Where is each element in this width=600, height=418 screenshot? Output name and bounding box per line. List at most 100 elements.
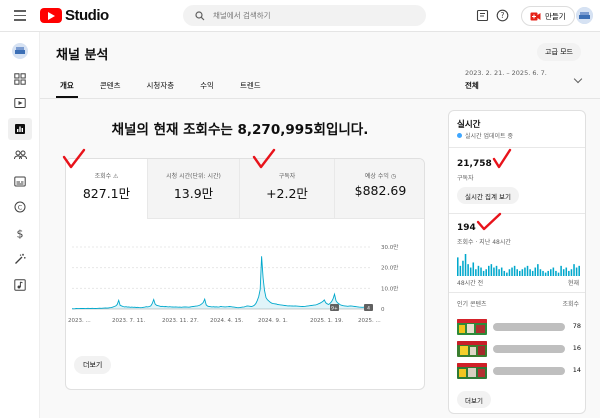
realtime-bar (547, 270, 549, 276)
tab-audience[interactable]: 시청자층 (146, 81, 175, 90)
nav-customization[interactable] (8, 248, 32, 270)
realtime-bar (578, 265, 580, 276)
tab-revenue[interactable]: 수익 (200, 81, 214, 90)
tab-divider (40, 98, 600, 99)
nav-earn[interactable]: $ (8, 222, 32, 244)
advanced-mode-button[interactable]: 고급 모드 (537, 43, 581, 61)
account-avatar[interactable] (576, 7, 593, 24)
nav-copyright[interactable]: C (8, 196, 32, 218)
dollar-icon: $ (17, 228, 24, 240)
realtime-bar (480, 267, 482, 276)
metric-subscribers-value: +2.2만 (266, 186, 308, 201)
copyright-icon: C (14, 201, 26, 213)
realtime-views-count: 194 (457, 223, 476, 233)
analytics-icon (15, 124, 25, 134)
y-tick-label: 0 (381, 307, 385, 313)
realtime-bar (516, 269, 518, 276)
search-box[interactable] (183, 5, 426, 26)
more-button[interactable]: 더보기 (74, 356, 112, 374)
nav-content[interactable] (8, 92, 32, 114)
help-icon[interactable]: ? (496, 9, 509, 22)
metric-revenue[interactable]: 예상 수익 ◷ $882.69 (335, 159, 424, 219)
series-area (72, 256, 371, 309)
community-icon (13, 150, 27, 160)
logo-text: Studio (65, 7, 109, 24)
realtime-bar (508, 269, 511, 276)
page-title: 채널 분석 (56, 48, 109, 63)
channel-avatar[interactable] (8, 40, 32, 62)
realtime-bar (464, 254, 467, 276)
search-input[interactable] (213, 11, 413, 20)
x-tick-label: 2023. ... (68, 318, 91, 324)
analytics-card: 조회수 ⚠ 827.1만 시청 시간(단위: 시간) 13.9만 구독자 +2.… (65, 158, 425, 390)
live-dot-icon (457, 133, 462, 138)
realtime-bar (575, 267, 578, 276)
realtime-more-button[interactable]: 더보기 (457, 391, 491, 408)
top-content-item[interactable]: 78 (457, 319, 581, 335)
realtime-bar (573, 264, 575, 276)
realtime-bar (534, 267, 537, 276)
series-line (71, 256, 372, 310)
create-label: 만들기 (545, 11, 566, 21)
metric-views-label: 조회수 (94, 173, 112, 180)
x-tick-label: 2024. 4. 15. (210, 318, 243, 324)
nav-subtitles[interactable] (8, 170, 32, 192)
realtime-bar (550, 269, 552, 276)
realtime-bar-chart[interactable] (457, 251, 581, 276)
realtime-bar (511, 267, 513, 276)
nav-analytics[interactable] (8, 118, 32, 140)
axis-left-label: 48시간 전 (457, 280, 484, 287)
event-badge-label: 4 (367, 306, 370, 312)
date-range-text[interactable]: 2023. 2. 21. – 2025. 6. 7. (465, 69, 547, 77)
realtime-bar (500, 267, 503, 276)
metric-subscribers[interactable]: 구독자 +2.2만 (240, 159, 335, 219)
dashboard-icon (14, 73, 26, 85)
channel-avatar-image (12, 43, 28, 59)
metric-watch-time[interactable]: 시청 시간(단위: 시간) 13.9만 (148, 159, 240, 219)
warning-icon: ⚠ (113, 173, 119, 180)
realtime-bar (529, 269, 531, 276)
annotation-check-icon (62, 148, 86, 169)
tab-content[interactable]: 콘텐츠 (99, 81, 121, 90)
x-tick-label: 2024. 9. 1. (258, 318, 288, 324)
tab-trends[interactable]: 트렌드 (239, 81, 261, 90)
event-badge[interactable] (364, 304, 373, 311)
metric-views[interactable]: 조회수 ⚠ 827.1만 (66, 159, 148, 219)
event-badge[interactable] (330, 304, 339, 311)
redacted-title (493, 345, 565, 353)
menu-icon[interactable] (14, 10, 26, 21)
realtime-count-button[interactable]: 실시간 집계 보기 (457, 187, 519, 204)
subscriber-count: 21,758 (457, 159, 492, 169)
feedback-icon[interactable] (476, 9, 489, 22)
create-button[interactable]: 만들기 (521, 6, 575, 26)
annotation-check-icon (476, 212, 502, 231)
nav-dashboard[interactable] (8, 68, 32, 90)
metric-watch-time-label: 시청 시간(단위: 시간) (166, 173, 221, 180)
clock-icon: ◷ (390, 173, 397, 180)
realtime-bar (475, 269, 477, 276)
realtime-bar (552, 267, 555, 276)
nav-audio-library[interactable] (8, 274, 32, 296)
realtime-bar (557, 272, 560, 276)
y-tick-label: 30.0만 (381, 243, 398, 251)
realtime-bar (524, 267, 526, 276)
views-chart[interactable]: 30.0만 20.0만 10.0만 0 2023. ... 2023. 7. 11. 202… (66, 239, 425, 344)
date-range-label[interactable]: 전체 (465, 81, 479, 90)
realtime-bar (537, 264, 539, 276)
top-content-item[interactable]: 16 (457, 341, 581, 357)
tab-overview[interactable]: 개요 (56, 76, 78, 98)
nav-community[interactable] (8, 144, 32, 166)
realtime-title: 실시간 (457, 120, 481, 130)
realtime-bar (544, 272, 547, 276)
metric-subscribers-label: 구독자 (278, 173, 296, 180)
chevron-down-icon[interactable] (573, 74, 583, 84)
realtime-bar (568, 270, 570, 276)
views-column-label: 조회수 (562, 301, 579, 308)
redacted-title (493, 367, 565, 375)
top-content-item[interactable]: 14 (457, 363, 581, 379)
event-badge-label: 9+ (331, 306, 338, 312)
studio-logo[interactable]: Studio (40, 7, 109, 24)
realtime-bar (562, 269, 565, 276)
divider (449, 292, 585, 293)
content-icon (14, 98, 26, 108)
